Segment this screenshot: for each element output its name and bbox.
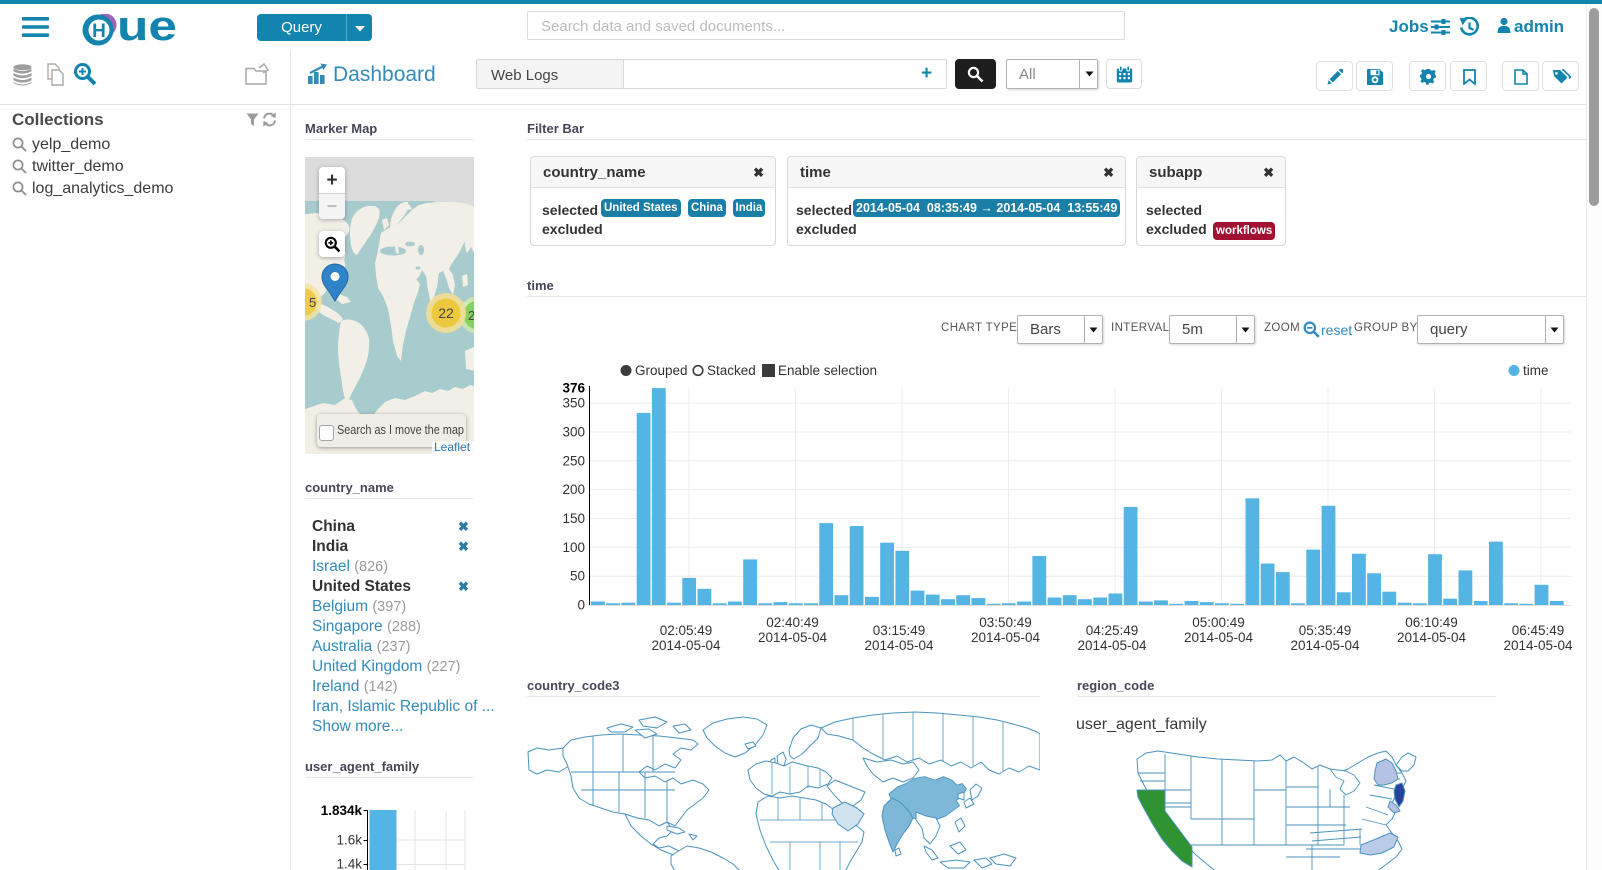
svg-text:250: 250 [562, 453, 585, 468]
svg-text:2014-05-04: 2014-05-04 [1503, 638, 1573, 653]
svg-text:03:50:49: 03:50:49 [979, 615, 1032, 630]
svg-text:100: 100 [562, 540, 585, 555]
svg-text:time: time [1523, 363, 1549, 378]
svg-text:05:00:49: 05:00:49 [1192, 615, 1245, 630]
svg-text:2014-05-04: 2014-05-04 [1077, 638, 1147, 653]
svg-text:1.6k: 1.6k [336, 833, 362, 848]
svg-text:0: 0 [577, 598, 585, 613]
svg-text:2014-05-04: 2014-05-04 [651, 638, 721, 653]
svg-text:Stacked: Stacked [707, 363, 756, 378]
svg-text:2014-05-04: 2014-05-04 [758, 630, 828, 645]
svg-text:200: 200 [562, 482, 585, 497]
svg-text:50: 50 [570, 569, 585, 584]
svg-text:376: 376 [562, 381, 585, 396]
svg-text:Grouped: Grouped [635, 363, 688, 378]
svg-text:05:35:49: 05:35:49 [1299, 623, 1352, 638]
svg-text:06:45:49: 06:45:49 [1512, 623, 1565, 638]
svg-text:04:25:49: 04:25:49 [1086, 623, 1139, 638]
svg-text:300: 300 [562, 425, 585, 440]
svg-text:2014-05-04: 2014-05-04 [864, 638, 934, 653]
svg-text:02:05:49: 02:05:49 [660, 623, 713, 638]
svg-text:06:10:49: 06:10:49 [1405, 615, 1458, 630]
svg-text:2014-05-04: 2014-05-04 [1397, 630, 1467, 645]
svg-text:02:40:49: 02:40:49 [766, 615, 819, 630]
svg-text:1.4k: 1.4k [336, 857, 362, 870]
svg-text:150: 150 [562, 511, 585, 526]
svg-text:2014-05-04: 2014-05-04 [1290, 638, 1360, 653]
svg-text:5: 5 [309, 295, 316, 310]
svg-text:ue: ue [117, 14, 177, 48]
svg-text:2014-05-04: 2014-05-04 [971, 630, 1041, 645]
svg-text:H: H [92, 21, 106, 42]
svg-text:350: 350 [562, 396, 585, 411]
svg-text:03:15:49: 03:15:49 [873, 623, 926, 638]
svg-text:2014-05-04: 2014-05-04 [1184, 630, 1254, 645]
svg-text:2: 2 [468, 308, 474, 323]
svg-text:Enable selection: Enable selection [778, 363, 877, 378]
svg-text:1.834k: 1.834k [321, 803, 363, 818]
svg-text:22: 22 [438, 305, 454, 321]
